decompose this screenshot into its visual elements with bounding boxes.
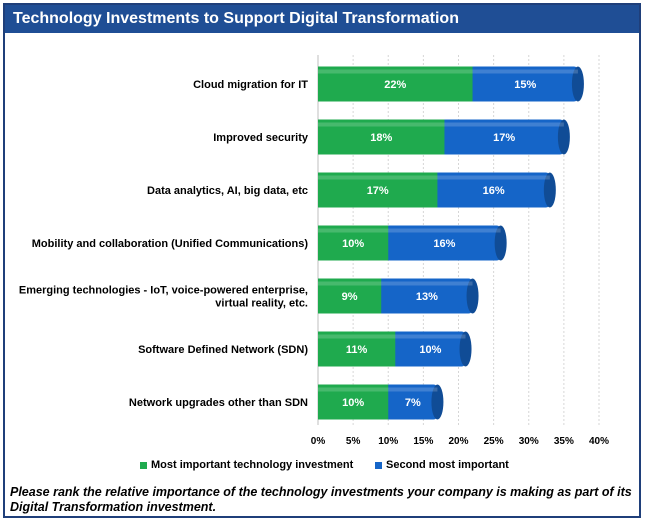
legend-swatch-blue [375,461,382,469]
data-label-most-important: 18% [370,132,392,144]
bar-second-most [384,384,438,420]
x-tick-label: 40% [589,436,609,447]
x-tick-label: 30% [519,436,539,447]
bar-end-cap [571,66,584,102]
category-label: Emerging technologies - IoT, voice-power… [19,285,308,297]
data-label-most-important: 10% [342,397,364,409]
bar-second-most [377,278,473,314]
data-label-most-important: 9% [342,291,358,303]
x-tick-label: 20% [448,436,468,447]
data-label-most-important: 22% [384,79,406,91]
category-label: Data analytics, AI, big data, etc [147,185,308,197]
bar-end-cap [543,172,556,208]
data-label-second-most: 13% [416,291,438,303]
data-label-most-important: 10% [342,238,364,250]
bar-most-important [318,278,382,314]
bar-second-most [440,119,564,155]
data-label-most-important: 17% [367,185,389,197]
bar-highlight [318,387,438,392]
x-tick-label: 15% [413,436,433,447]
bar-second-most [384,225,501,261]
data-label-second-most: 7% [405,397,421,409]
legend-label: Second most important [386,459,509,471]
bar-most-important [318,66,473,102]
bar-second-most [468,66,578,102]
bar-highlight [318,281,473,286]
legend-item-second-most: Second most important [375,459,509,471]
data-label-second-most: 17% [493,132,515,144]
data-label-most-important: 11% [346,344,368,356]
x-tick-label: 35% [554,436,574,447]
data-label-second-most: 15% [514,79,536,91]
data-label-second-most: 16% [483,185,505,197]
bar-end-cap [557,119,570,155]
x-tick-label: 10% [378,436,398,447]
survey-question-note: Please rank the relative importance of t… [10,485,632,514]
data-label-second-most: 16% [433,238,455,250]
bar-highlight [318,334,466,339]
bar-second-most [433,172,550,208]
bar-most-important [318,119,445,155]
bar-most-important [318,172,438,208]
category-label: Improved security [213,132,309,144]
bar-end-cap [494,225,507,261]
x-tick-label: 25% [484,436,504,447]
bar-end-cap [459,331,472,367]
legend-label: Most important technology investment [151,459,354,471]
bar-highlight [318,228,501,233]
category-label: Software Defined Network (SDN) [138,344,308,356]
x-tick-label: 0% [311,436,326,447]
legend-item-most-important: Most important technology investment [140,459,353,471]
bar-most-important [318,331,396,367]
legend-swatch-green [140,461,147,469]
bar-highlight [318,122,564,127]
bar-second-most [391,331,466,367]
bar-highlight [318,69,578,74]
bar-end-cap [431,384,444,420]
category-label: Mobility and collaboration (Unified Comm… [32,238,309,250]
bar-highlight [318,175,550,180]
category-label: virtual reality, etc. [215,298,308,310]
bar-most-important [318,384,389,420]
data-label-second-most: 10% [419,344,441,356]
bar-most-important [318,225,389,261]
category-label: Cloud migration for IT [193,79,308,91]
x-tick-label: 5% [346,436,361,447]
category-label: Network upgrades other than SDN [129,397,308,409]
chart-title: Technology Investments to Support Digita… [5,5,639,33]
bar-end-cap [466,278,479,314]
